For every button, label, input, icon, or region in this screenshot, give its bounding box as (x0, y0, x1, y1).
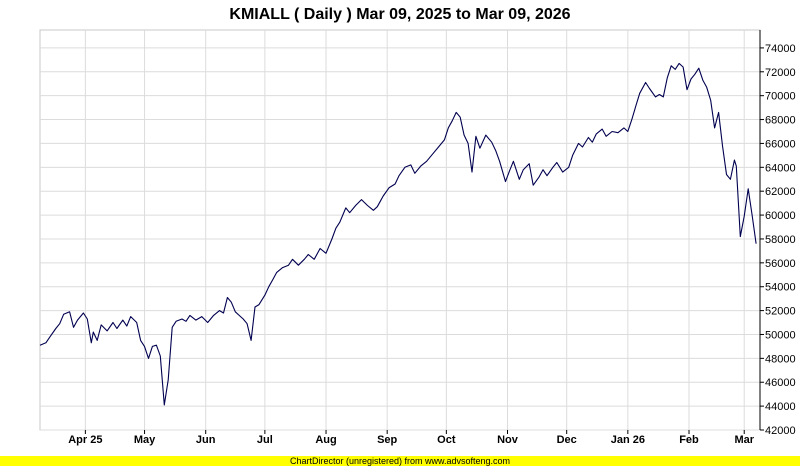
y-tick-label: 56000 (765, 258, 796, 270)
y-tick-label: 68000 (765, 115, 796, 127)
x-tick-label: Feb (679, 434, 699, 446)
y-tick-label: 54000 (765, 282, 796, 294)
series-line (39, 62, 757, 406)
x-axis: Apr 25 May Jun Jul Aug Sep Oct Nov Dec Jan 26 Feb M… (68, 430, 755, 446)
y-tick-label: 44000 (765, 401, 796, 413)
y-tick-label: 46000 (765, 377, 796, 389)
y-axis: 42000 44000 46000 48000 50000 52000 54000 56000… (759, 30, 796, 437)
y-tick-label: 50000 (765, 329, 796, 341)
x-tick-label: Dec (557, 434, 577, 446)
y-tick-label: 42000 (765, 425, 796, 437)
y-tick-label: 66000 (765, 138, 796, 150)
x-tick-label: Jan 26 (611, 434, 645, 446)
x-tick-label: Oct (437, 434, 456, 446)
y-tick-label: 70000 (765, 91, 796, 103)
chart-title: KMIALL ( Daily ) Mar 09, 2025 to Mar 09,… (229, 6, 570, 23)
y-tick-label: 64000 (765, 162, 796, 174)
x-tick-label: Apr 25 (68, 434, 102, 446)
x-tick-label: Nov (497, 434, 519, 446)
y-tick-label: 62000 (765, 186, 796, 198)
x-tick-label: Mar (734, 434, 754, 446)
vertical-gridlines (84, 30, 745, 430)
y-tick-label: 58000 (765, 234, 796, 246)
y-tick-label: 48000 (765, 353, 796, 365)
y-tick-label: 72000 (765, 67, 796, 79)
plot-area (39, 29, 761, 431)
x-tick-label: Jun (196, 434, 216, 446)
footer-banner: ChartDirector (unregistered) from www.ad… (0, 456, 800, 466)
x-tick-label: May (134, 434, 156, 446)
x-tick-label: Sep (377, 434, 397, 446)
y-tick-label: 52000 (765, 306, 796, 318)
horizontal-gridlines (40, 47, 760, 431)
x-tick-label: Jul (257, 434, 273, 446)
x-tick-label: Aug (315, 434, 336, 446)
y-tick-label: 74000 (765, 43, 796, 55)
line-chart: KMIALL ( Daily ) Mar 09, 2025 to Mar 09,… (39, 6, 796, 446)
y-tick-label: 60000 (765, 210, 796, 222)
